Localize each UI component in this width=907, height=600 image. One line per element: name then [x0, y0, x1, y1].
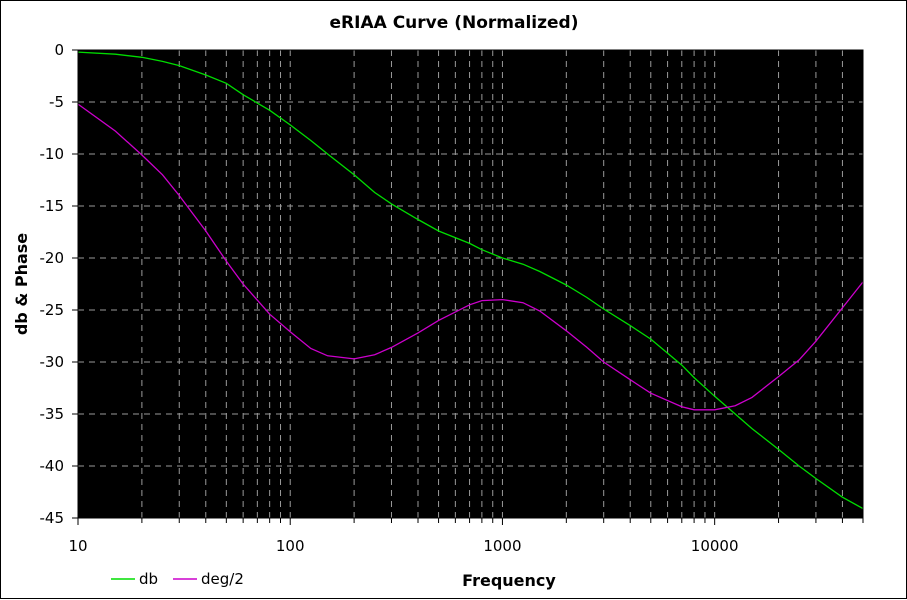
y-tick-label: -35 — [40, 405, 65, 423]
y-tick-label: -15 — [40, 197, 65, 215]
y-tick-label: -40 — [40, 457, 65, 475]
x-axis-ticks: 10 100 1000 10000 — [68, 518, 864, 555]
y-axis-ticks: 0 -5 -10 -15 -20 -25 -30 -35 -40 -45 — [40, 41, 78, 527]
plot-area — [78, 50, 863, 518]
y-tick-label: 0 — [54, 41, 64, 59]
plot-border — [77, 49, 864, 519]
grid-layer — [78, 50, 864, 518]
x-tick-label: 1000 — [483, 537, 521, 555]
series-layer — [77, 51, 864, 510]
y-tick-label: -5 — [49, 93, 64, 111]
chart-title: eRIAA Curve (Normalized) — [330, 13, 579, 33]
x-tick-label: 10 — [68, 537, 87, 555]
y-tick-label: -10 — [40, 145, 65, 163]
y-tick-label: -45 — [40, 509, 65, 527]
y-tick-label: -30 — [40, 353, 65, 371]
x-tick-label: 10000 — [691, 537, 739, 555]
y-tick-label: -20 — [40, 249, 65, 267]
legend-label-db: db — [139, 570, 158, 588]
y-tick-label: -25 — [40, 301, 65, 319]
x-tick-label: 100 — [276, 537, 305, 555]
y-axis-label: db & Phase — [12, 233, 31, 335]
series-line-deg-2 — [77, 103, 864, 411]
legend-label-deg-2: deg/2 — [201, 570, 244, 588]
series-line-db — [77, 51, 864, 510]
x-axis-label: Frequency — [462, 571, 556, 590]
legend: db deg/2 — [111, 570, 244, 588]
